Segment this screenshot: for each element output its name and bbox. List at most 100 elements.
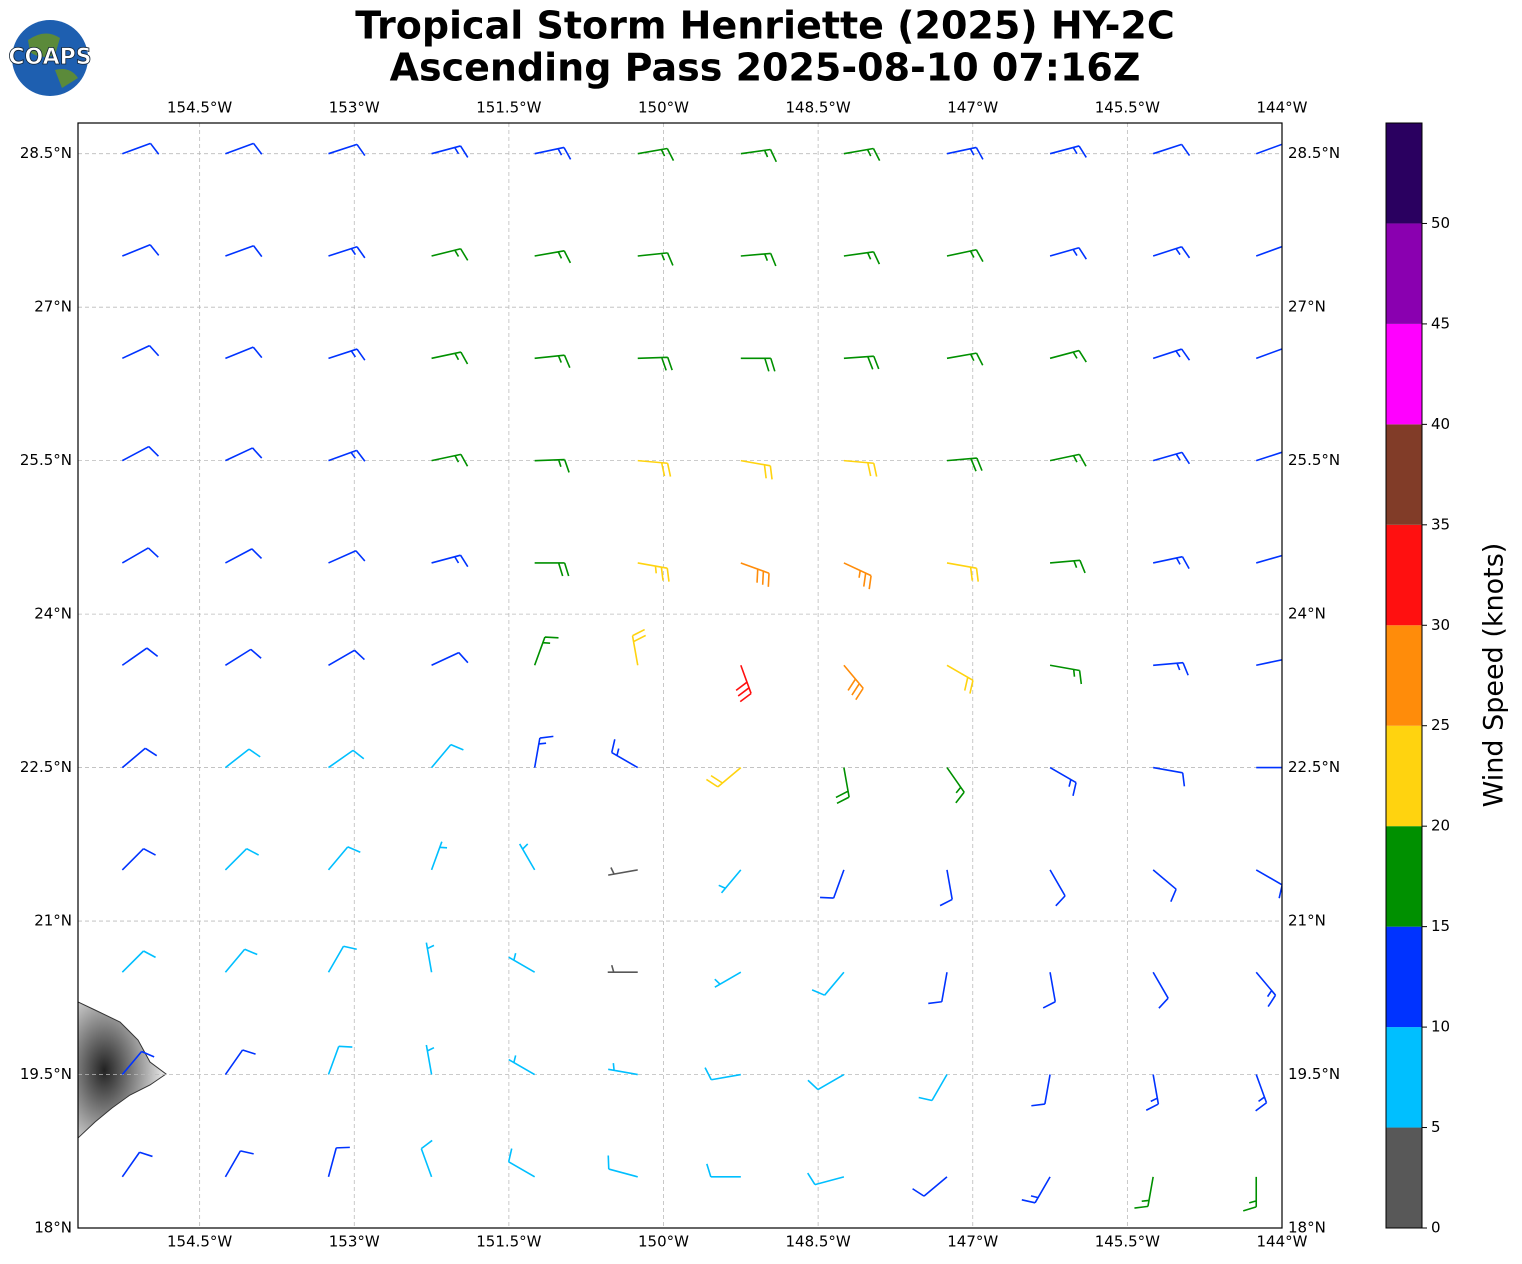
wind-barb bbox=[946, 146, 984, 160]
wind-barb bbox=[1255, 1074, 1268, 1112]
wind-barb bbox=[843, 459, 878, 477]
wind-barb bbox=[1255, 245, 1282, 257]
colorbar-tick-label: 15 bbox=[1431, 917, 1450, 935]
wind-barb bbox=[740, 459, 773, 480]
x-tick-label: 147°W bbox=[947, 1233, 998, 1251]
wind-barb bbox=[1049, 246, 1088, 260]
wind-barb bbox=[637, 147, 675, 161]
x-tick-label: 153°W bbox=[329, 1233, 380, 1251]
wind-barb bbox=[740, 357, 776, 372]
x-tick-label-top: 147°W bbox=[947, 99, 998, 117]
wind-barb bbox=[1152, 451, 1191, 465]
colorbar-tick-label: 50 bbox=[1431, 214, 1450, 232]
wind-barb bbox=[820, 869, 845, 899]
wind-barb bbox=[607, 964, 638, 974]
colorbar-tick-label: 35 bbox=[1431, 515, 1450, 533]
wind-barb bbox=[918, 1074, 948, 1102]
wind-barb bbox=[811, 971, 845, 996]
colorbar-tick-label: 20 bbox=[1431, 817, 1450, 835]
wind-barb bbox=[224, 847, 260, 871]
logo-text: COAPS bbox=[8, 45, 91, 70]
y-tick-label-right: 28.5°N bbox=[1288, 144, 1340, 162]
y-tick-label: 28.5°N bbox=[20, 144, 72, 162]
wind-barb bbox=[807, 1172, 845, 1186]
wind-barb bbox=[122, 244, 160, 257]
wind-barb bbox=[946, 352, 984, 366]
colorbar-frame bbox=[1385, 122, 1423, 1229]
wind-barb bbox=[946, 457, 983, 472]
wind-barb bbox=[431, 554, 469, 568]
wind-barb bbox=[843, 664, 864, 701]
x-tick-label: 148.5°W bbox=[785, 1233, 850, 1251]
wind-barb bbox=[328, 449, 366, 462]
wind-barb bbox=[328, 245, 366, 259]
y-tick-label: 18°N bbox=[34, 1219, 72, 1237]
plot-frame bbox=[77, 122, 1283, 1229]
wind-barb bbox=[420, 1139, 433, 1178]
wind-barb bbox=[328, 550, 366, 564]
logo-land bbox=[28, 33, 78, 88]
wind-barb bbox=[121, 847, 156, 871]
x-tick-label-top: 153°W bbox=[329, 99, 380, 117]
wind-barb bbox=[1242, 1176, 1258, 1212]
wind-barb bbox=[518, 843, 536, 871]
colorbar-swatch bbox=[1386, 424, 1422, 525]
x-tick-label-top: 145.5°W bbox=[1095, 99, 1160, 117]
colorbar-swatch bbox=[1386, 826, 1422, 927]
x-tick-label-top: 150°W bbox=[638, 99, 689, 117]
wind-barb bbox=[122, 142, 160, 155]
wind-barb bbox=[740, 562, 770, 587]
wind-barb bbox=[328, 649, 365, 666]
y-tick-label: 21°N bbox=[34, 912, 72, 930]
wind-barb bbox=[431, 351, 469, 365]
wind-barb bbox=[637, 356, 673, 371]
wind-barb bbox=[425, 1044, 435, 1075]
wind-barb bbox=[807, 1073, 845, 1091]
x-tick-label: 151.5°W bbox=[476, 1233, 541, 1251]
colorbar-swatch bbox=[1386, 223, 1422, 324]
y-tick-label-right: 25.5°N bbox=[1288, 451, 1340, 469]
wind-barb bbox=[225, 244, 263, 258]
wind-barb bbox=[534, 458, 570, 473]
wind-barb bbox=[946, 664, 974, 694]
y-tick-label: 24°N bbox=[34, 605, 72, 623]
wind-barb bbox=[225, 142, 263, 155]
colorbar-tick-label: 45 bbox=[1431, 314, 1450, 332]
island bbox=[78, 1001, 167, 1139]
wind-barb bbox=[534, 562, 570, 577]
wind-barb bbox=[327, 846, 361, 871]
y-tick-label: 27°N bbox=[34, 298, 72, 316]
wind-barb bbox=[534, 146, 572, 160]
wind-barb bbox=[607, 1155, 638, 1178]
colorbar-swatch bbox=[1386, 323, 1422, 425]
wind-barb bbox=[121, 1151, 153, 1178]
x-tick-label: 144°W bbox=[1257, 1233, 1308, 1251]
x-tick-label-top: 151.5°W bbox=[476, 99, 541, 117]
wind-barb bbox=[225, 548, 263, 564]
wind-barb bbox=[1255, 348, 1282, 360]
wind-barb bbox=[328, 348, 366, 361]
wind-barb bbox=[1049, 453, 1087, 467]
wind-barb bbox=[1152, 348, 1191, 361]
wind-barb bbox=[534, 250, 572, 264]
wind-barb bbox=[946, 562, 980, 582]
wind-barb bbox=[224, 1049, 256, 1075]
wind-barb bbox=[121, 747, 158, 769]
colorbar-tick-label: 40 bbox=[1431, 415, 1450, 433]
wind-barb bbox=[425, 942, 435, 973]
wind-barb bbox=[1152, 971, 1169, 1009]
wind-barb bbox=[610, 739, 639, 769]
wind-barb bbox=[928, 972, 948, 1005]
x-tick-label: 154.5°W bbox=[167, 1233, 232, 1251]
wind-barb bbox=[533, 735, 554, 768]
y-tick-label-right: 21°N bbox=[1288, 912, 1326, 930]
wind-barb bbox=[327, 1146, 350, 1178]
wind-barb bbox=[706, 1163, 741, 1178]
wind-barb bbox=[1256, 766, 1282, 769]
wind-barb bbox=[1152, 869, 1177, 903]
wind-barb bbox=[1134, 1176, 1154, 1209]
wind-barb bbox=[843, 355, 880, 370]
wind-barb bbox=[714, 971, 742, 988]
x-tick-label-top: 144°W bbox=[1257, 99, 1308, 117]
colorbar-swatch bbox=[1386, 123, 1422, 224]
